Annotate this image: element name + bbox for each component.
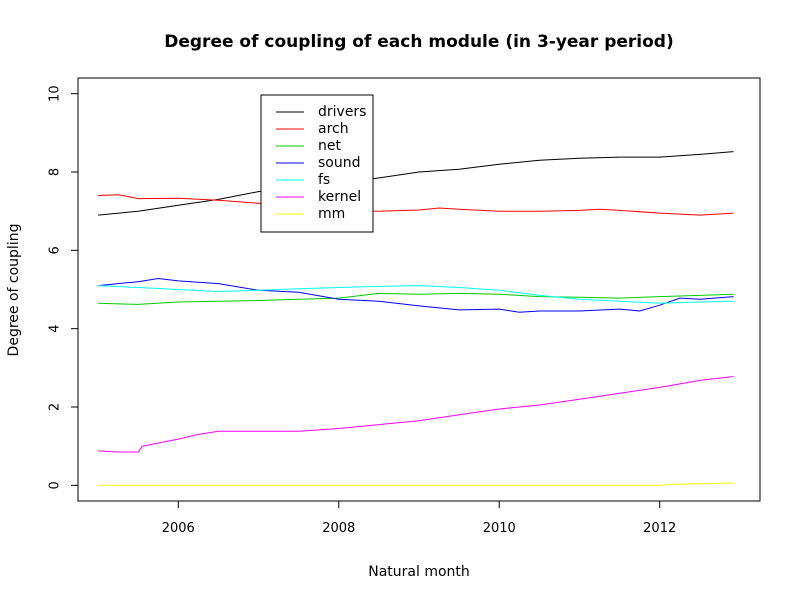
y-axis-label: Degree of coupling: [6, 224, 22, 357]
y-tick-label: 2: [48, 403, 63, 411]
x-tick-label: 2010: [483, 521, 516, 536]
legend-label-sound: sound: [318, 155, 361, 171]
y-tick-label: 4: [48, 325, 63, 333]
legend-label-drivers: drivers: [318, 104, 366, 120]
series-line-fs: [98, 285, 734, 304]
series-line-arch: [98, 194, 734, 216]
y-tick-label: 8: [48, 168, 63, 176]
legend-label-kernel: kernel: [318, 189, 361, 205]
x-tick-label: 2006: [162, 521, 195, 536]
series-line-drivers: [98, 151, 734, 216]
legend-label-net: net: [318, 138, 341, 154]
series-group: [98, 151, 734, 486]
x-axis: 2006 2008 2010 2012: [162, 500, 676, 536]
series-line-sound: [98, 277, 734, 313]
series-line-kernel: [98, 376, 734, 453]
series-line-mm: [98, 482, 734, 486]
y-tick-label: 10: [48, 85, 63, 102]
x-tick-label: 2012: [643, 521, 676, 536]
x-tick-label: 2008: [322, 521, 355, 536]
series-line-net: [98, 292, 734, 305]
x-axis-label: Natural month: [368, 564, 470, 580]
legend-label-arch: arch: [318, 121, 349, 137]
legend-label-fs: fs: [318, 172, 330, 188]
legend-label-mm: mm: [318, 206, 345, 222]
y-tick-label: 0: [48, 481, 63, 489]
chart-title: Degree of coupling of each module (in 3-…: [164, 32, 674, 52]
y-axis: 0 2 4 6 8 10: [48, 85, 79, 489]
y-tick-label: 6: [48, 246, 63, 254]
